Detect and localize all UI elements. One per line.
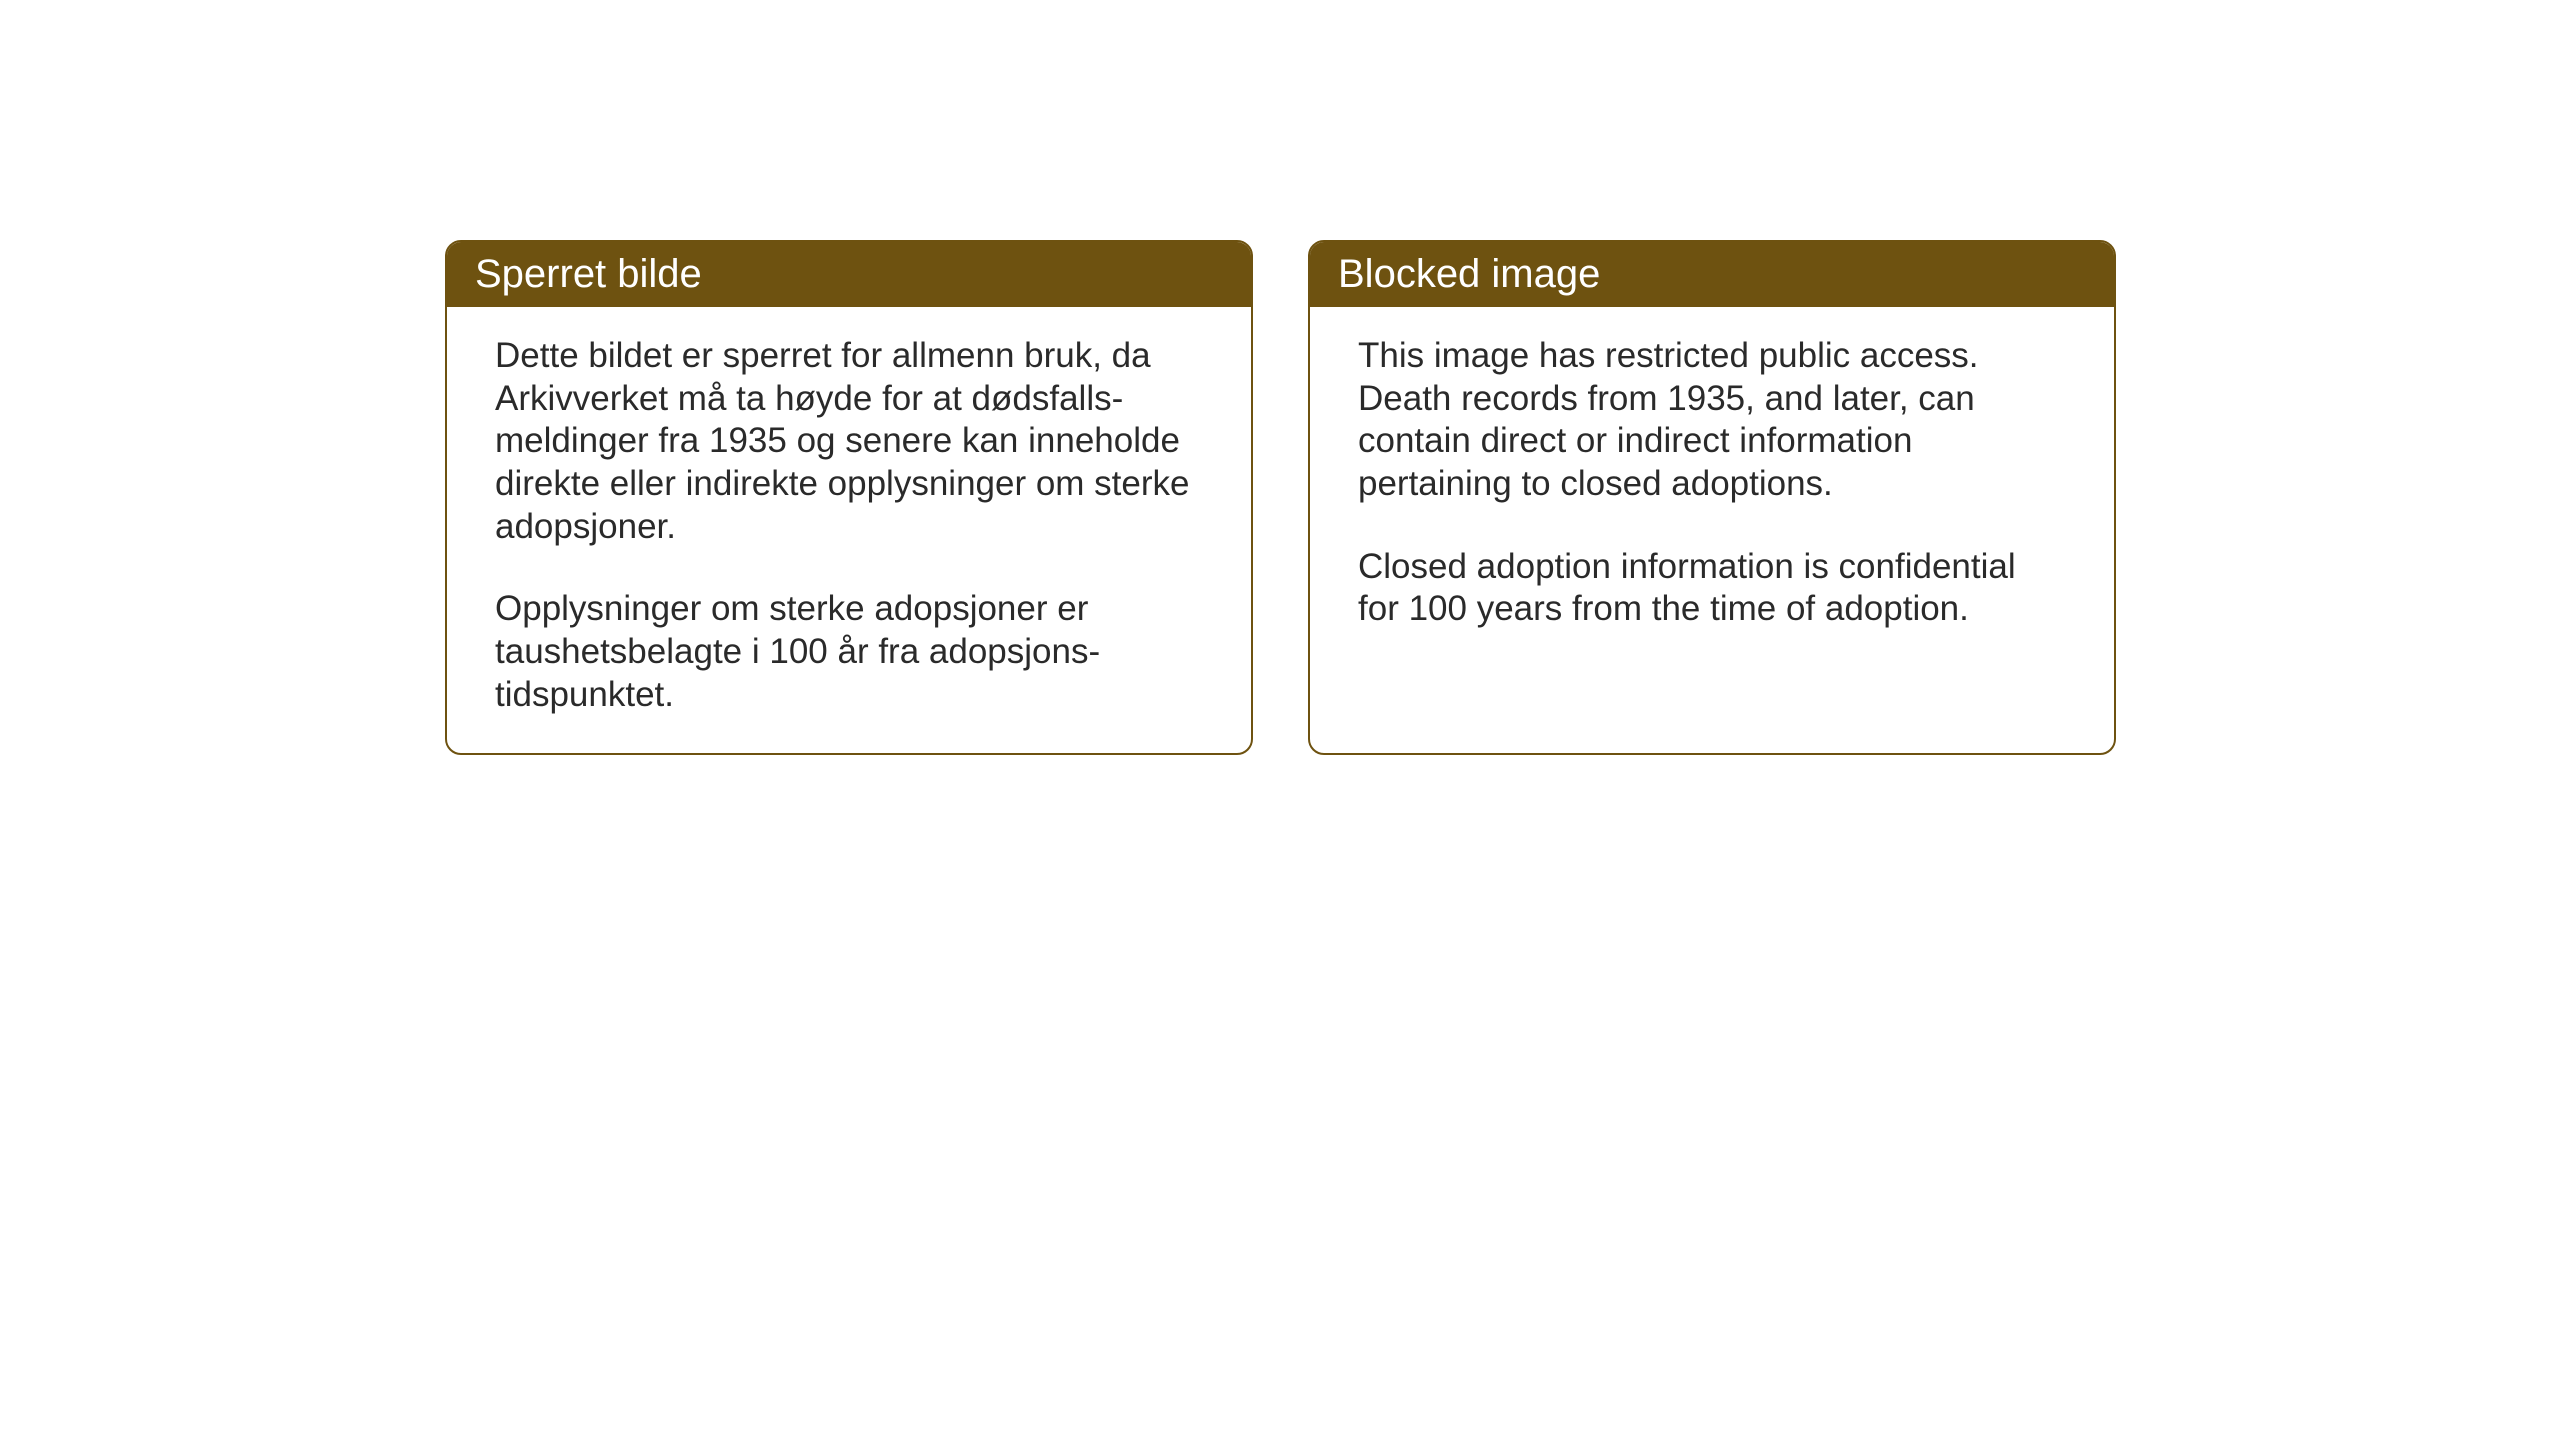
notice-paragraph: Dette bildet er sperret for allmenn bruk… [495, 335, 1203, 548]
notice-paragraph: Opplysninger om sterke adopsjoner er tau… [495, 588, 1203, 716]
notice-header: Blocked image [1310, 242, 2114, 307]
notice-container: Sperret bilde Dette bildet er sperret fo… [445, 240, 2116, 755]
notice-body: Dette bildet er sperret for allmenn bruk… [447, 307, 1251, 753]
notice-title: Blocked image [1338, 252, 1600, 296]
notice-paragraph: This image has restricted public access.… [1358, 335, 2066, 506]
notice-card-norwegian: Sperret bilde Dette bildet er sperret fo… [445, 240, 1253, 755]
notice-paragraph: Closed adoption information is confident… [1358, 546, 2066, 631]
notice-body: This image has restricted public access.… [1310, 307, 2114, 667]
notice-title: Sperret bilde [475, 252, 702, 296]
notice-card-english: Blocked image This image has restricted … [1308, 240, 2116, 755]
notice-header: Sperret bilde [447, 242, 1251, 307]
